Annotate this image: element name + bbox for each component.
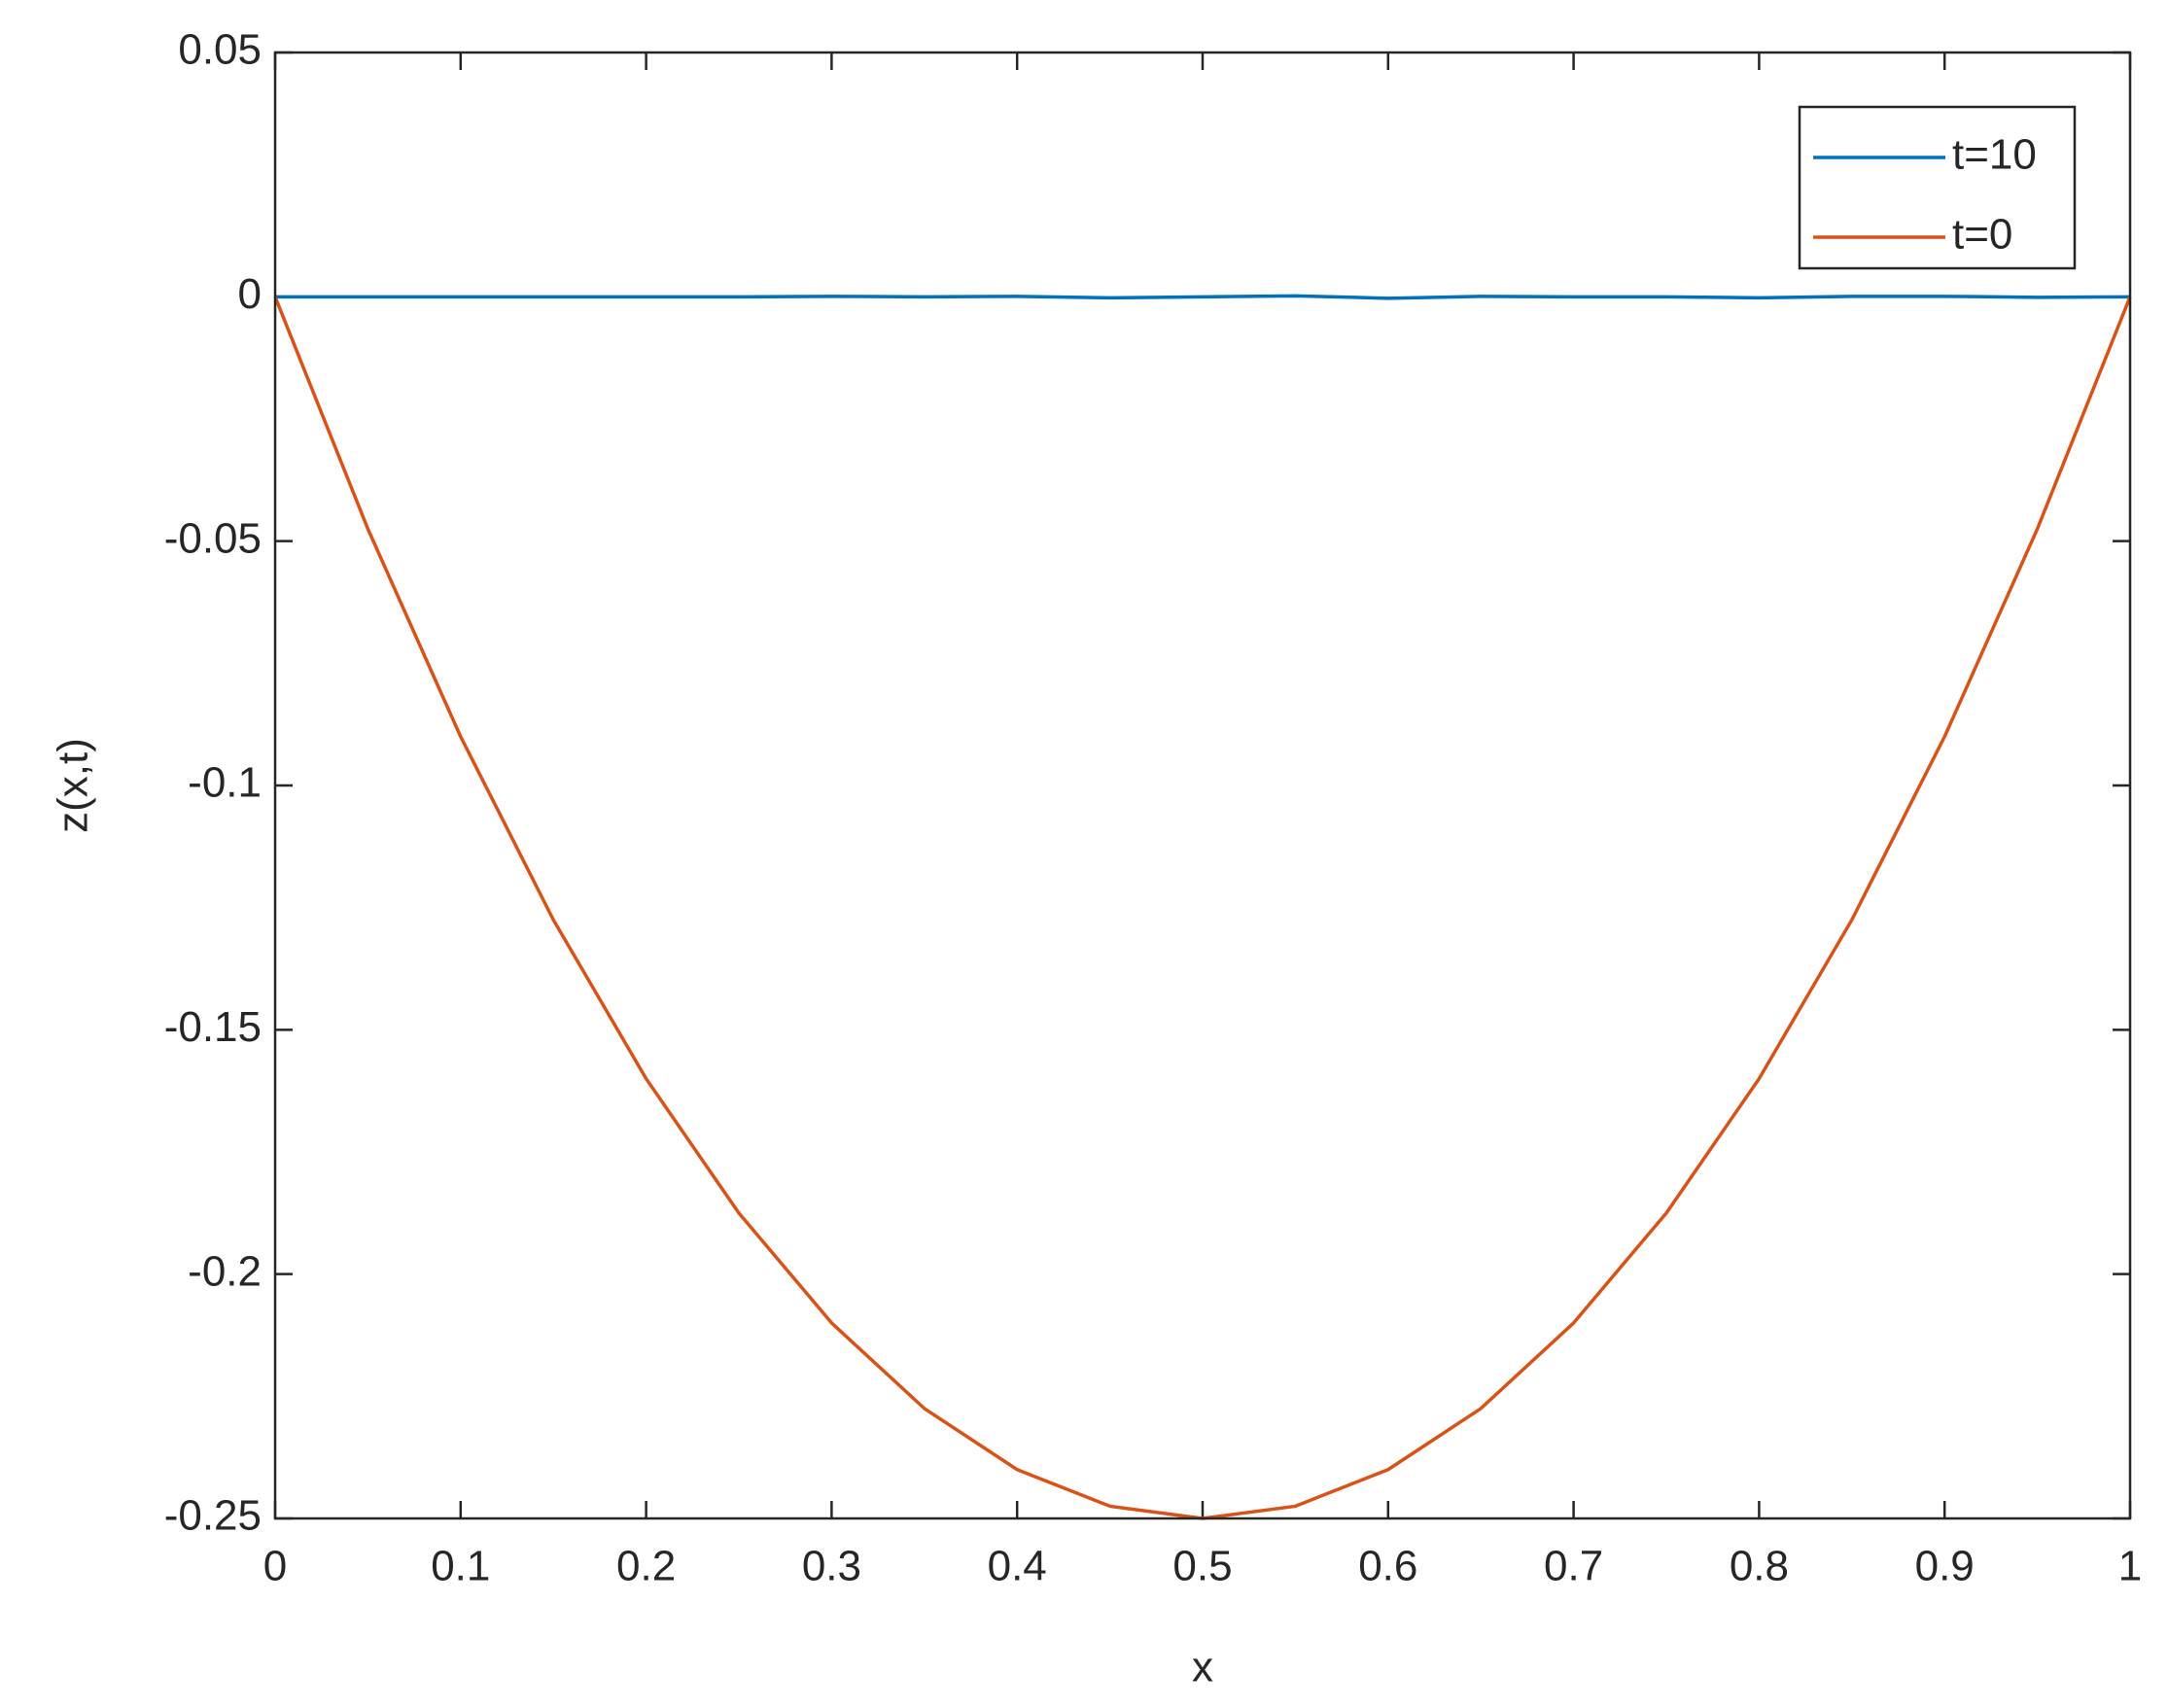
y-tick-label: -0.05 xyxy=(164,514,262,562)
legend-box xyxy=(1798,105,2077,270)
axes-box xyxy=(273,51,2132,1520)
x-tick-label: 1 xyxy=(2118,1543,2142,1590)
x-tick-label: 0.7 xyxy=(1544,1543,1603,1590)
x-tick-label: 0.2 xyxy=(616,1543,676,1590)
legend-label: t=10 xyxy=(1952,131,2037,179)
x-tick-label: 0.8 xyxy=(1730,1543,1789,1590)
x-tick-label: 0.5 xyxy=(1172,1543,1232,1590)
x-axis-label: x xyxy=(1192,1644,1213,1691)
y-tick-label: 0 xyxy=(238,270,262,318)
x-tick-label: 0 xyxy=(263,1543,287,1590)
y-tick-label: -0.25 xyxy=(164,1492,262,1540)
data-line xyxy=(275,294,2131,300)
x-tick-label: 0.6 xyxy=(1358,1543,1417,1590)
y-tick-label: -0.15 xyxy=(164,1003,262,1051)
x-tick-label: 0.9 xyxy=(1915,1543,1975,1590)
y-axis-label: z(x,t) xyxy=(50,738,97,833)
y-tick-label: 0.05 xyxy=(178,26,262,74)
x-tick-label: 0.4 xyxy=(988,1543,1047,1590)
y-tick-label: -0.1 xyxy=(188,759,262,807)
x-tick-label: 0.1 xyxy=(431,1543,490,1590)
y-tick-label: -0.2 xyxy=(188,1247,262,1295)
x-tick-label: 0.3 xyxy=(802,1543,861,1590)
legend-label: t=0 xyxy=(1952,211,2012,259)
